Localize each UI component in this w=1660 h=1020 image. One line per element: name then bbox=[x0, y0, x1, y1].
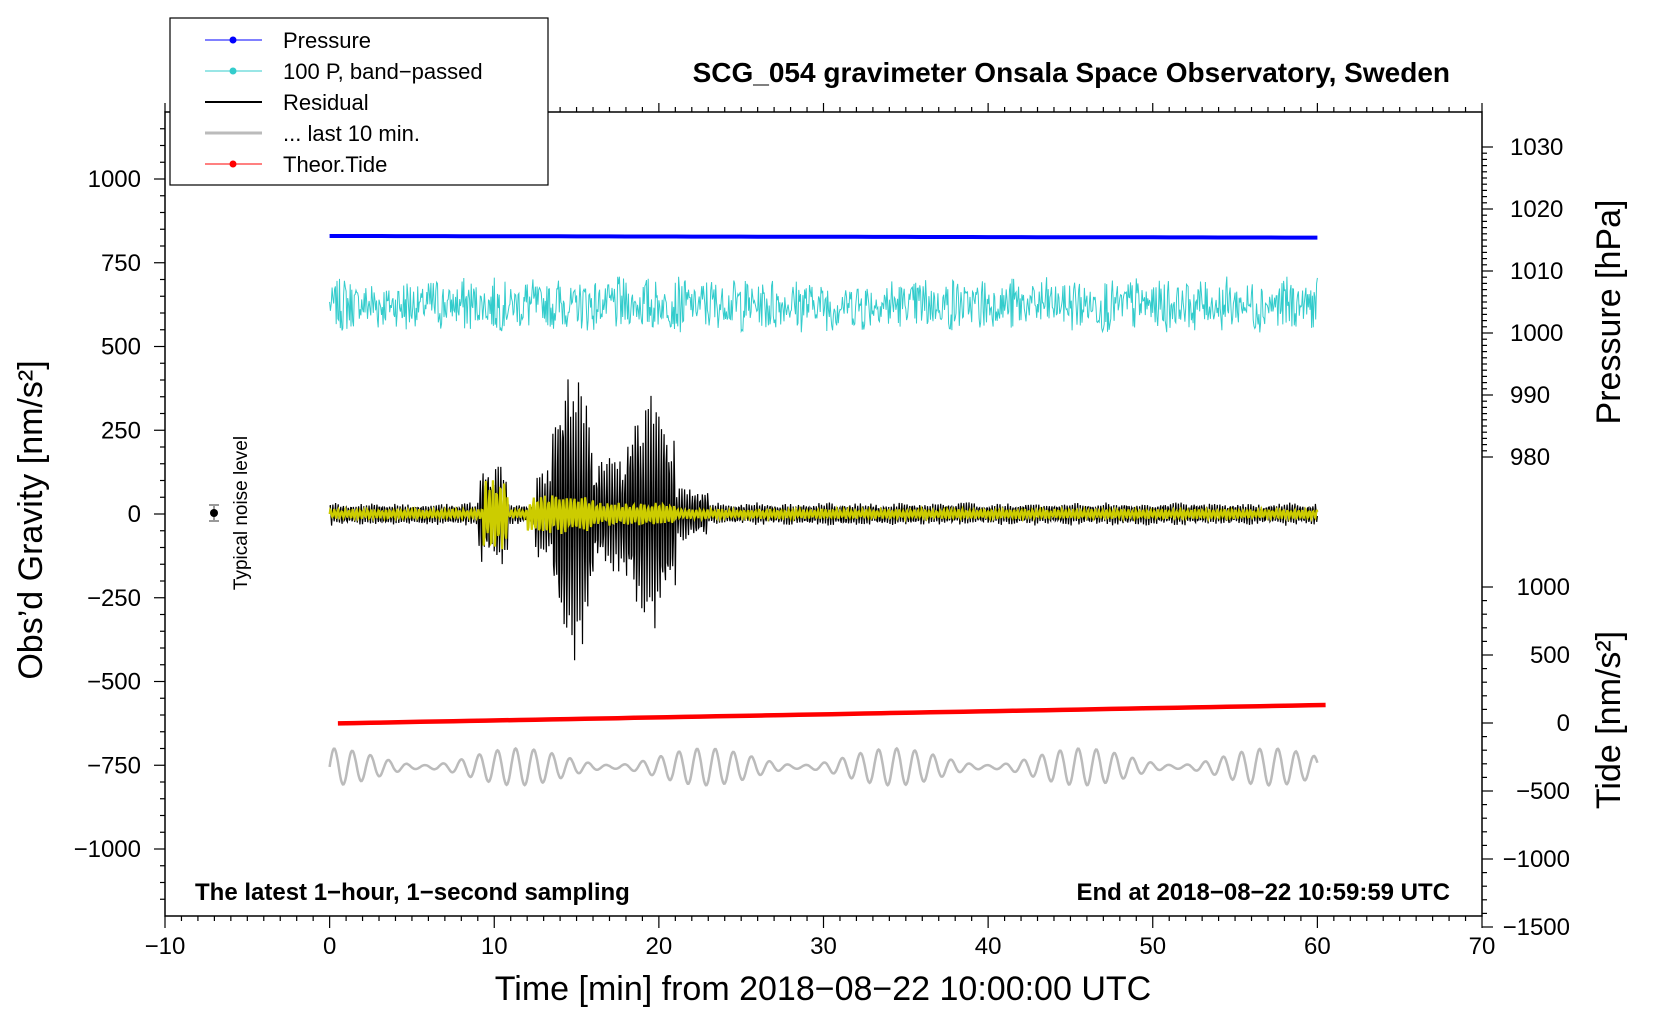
pressure-tick-label: 990 bbox=[1510, 382, 1550, 409]
y-tick-label: −500 bbox=[87, 669, 141, 696]
y-tick-label: 0 bbox=[128, 501, 141, 528]
last10-line bbox=[328, 746, 1319, 787]
residual-line bbox=[329, 379, 1318, 661]
y-axis-title-pressure: Pressure [hPa] bbox=[1590, 200, 1628, 425]
pressure-tick-label: 1010 bbox=[1510, 258, 1563, 285]
pressure-tick-label: 1030 bbox=[1510, 134, 1563, 161]
legend: Pressure 100 P, band−passed Residual ...… bbox=[169, 17, 549, 186]
y-tick-label: −1000 bbox=[74, 836, 141, 863]
chart-title: SCG_054 gravimeter Onsala Space Observat… bbox=[693, 57, 1450, 88]
y-axis-title-tide: Tide [nm/s²] bbox=[1590, 631, 1628, 809]
tide-tick-label: −1500 bbox=[1503, 914, 1570, 941]
legend-label-bandpassed: 100 P, band−passed bbox=[283, 59, 483, 84]
x-tick-label: 10 bbox=[481, 933, 508, 960]
y-tick-label: −250 bbox=[87, 585, 141, 612]
y-tick-label: 250 bbox=[101, 417, 141, 444]
pressure-line bbox=[329, 234, 1318, 240]
tide-line bbox=[337, 702, 1326, 726]
legend-item-bandpassed: 100 P, band−passed bbox=[205, 59, 483, 84]
legend-label-tide: Theor.Tide bbox=[283, 152, 387, 177]
y-tick-label: 1000 bbox=[88, 166, 141, 193]
legend-label-residual: Residual bbox=[283, 90, 369, 115]
x-axis-title: Time [min] from 2018−08−22 10:00:00 UTC bbox=[495, 970, 1151, 1008]
annotation-sampling: The latest 1−hour, 1−second sampling bbox=[195, 879, 630, 906]
y-axis-title-left: Obs’d Gravity [nm/s²] bbox=[12, 360, 50, 679]
x-tick-label: 30 bbox=[810, 933, 837, 960]
x-tick-label: 60 bbox=[1304, 933, 1331, 960]
x-tick-label: 40 bbox=[975, 933, 1002, 960]
x-tick-label: 70 bbox=[1469, 933, 1496, 960]
y-tick-label: 750 bbox=[101, 250, 141, 277]
tide-tick-label: 1000 bbox=[1517, 574, 1570, 601]
legend-item-tide: Theor.Tide bbox=[205, 152, 387, 177]
noise-level-marker bbox=[209, 504, 219, 522]
legend-label-pressure: Pressure bbox=[283, 28, 371, 53]
bandpassed-line bbox=[329, 276, 1318, 334]
tide-tick-label: −500 bbox=[1516, 778, 1570, 805]
legend-item-last10: ... last 10 min. bbox=[205, 121, 420, 146]
tide-tick-label: 0 bbox=[1557, 710, 1570, 737]
x-tick-label: 50 bbox=[1139, 933, 1166, 960]
legend-item-residual: Residual bbox=[205, 90, 369, 115]
tide-tick-label: −1000 bbox=[1503, 846, 1570, 873]
legend-item-pressure: Pressure bbox=[205, 28, 371, 53]
tide-tick-label: 500 bbox=[1530, 642, 1570, 669]
x-tick-label: 0 bbox=[323, 933, 336, 960]
pressure-tick-label: 1000 bbox=[1510, 320, 1563, 347]
pressure-tick-label: 980 bbox=[1510, 444, 1550, 471]
pressure-tick-label: 1020 bbox=[1510, 196, 1563, 223]
x-tick-label: 20 bbox=[646, 933, 673, 960]
annotation-end-time: End at 2018−08−22 10:59:59 UTC bbox=[1076, 879, 1450, 906]
curves-layer bbox=[328, 234, 1326, 787]
noise-level-label: Typical noise level bbox=[231, 436, 252, 590]
legend-label-last10: ... last 10 min. bbox=[283, 121, 420, 146]
ticks-layer: −10 0 10 20 30 40 50 60 7010007505002500−250−500… bbox=[74, 103, 1570, 960]
noise-level-point bbox=[210, 509, 218, 517]
y-tick-label: −750 bbox=[87, 752, 141, 779]
y-tick-label: 500 bbox=[101, 334, 141, 361]
residual-bandpassed-line bbox=[328, 480, 1319, 550]
x-tick-label: −10 bbox=[145, 933, 186, 960]
